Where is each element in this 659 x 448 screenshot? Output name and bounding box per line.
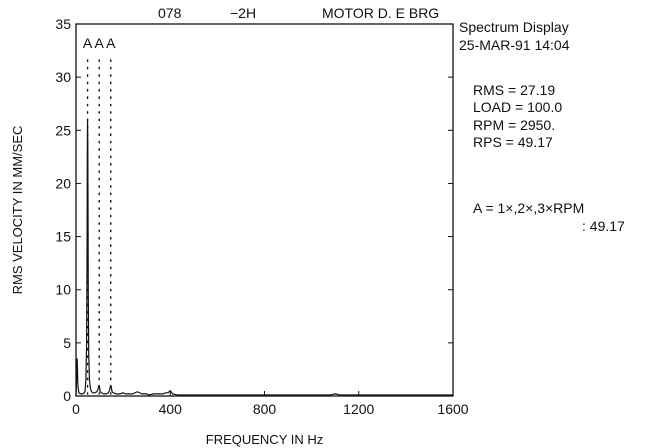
y-tick-label: 20 [55,175,71,191]
header-label: 078 [158,5,182,21]
x-tick-label: 400 [159,401,183,417]
header-label: −2H [230,5,256,21]
y-tick-label: 10 [55,282,71,298]
y-tick-label: 25 [55,122,71,138]
rpm-readout: RPM = 2950. [473,117,556,133]
y-tick-label: 0 [63,388,71,404]
x-tick-label: 1200 [343,401,374,417]
marker-label: A [94,35,104,51]
load-readout: LOAD = 100.0 [473,99,563,115]
display-datetime: 25-MAR-91 14:04 [459,37,570,53]
marker-frequency: : 49.17 [582,218,625,234]
x-tick-label: 0 [72,401,80,417]
series [75,119,453,397]
header-label: MOTOR D. E BRG [322,5,439,21]
ticks: 0 5 10 15 20 25 30 35 0 400 800 1200 1600 [55,16,468,417]
plot-frame [75,23,454,397]
x-tick-label: 800 [253,401,277,417]
rps-readout: RPS = 49.17 [473,134,553,150]
marker-label: A [83,35,93,51]
display-title: Spectrum Display [459,19,569,35]
y-tick-label: 30 [55,69,71,85]
marker-label: A [106,35,116,51]
y-tick-label: 5 [63,335,71,351]
axes [75,23,454,397]
y-tick-label: 15 [55,229,71,245]
x-tick-label: 1600 [437,401,468,417]
rms-readout: RMS = 27.19 [473,82,556,98]
chart-labels: 078 −2H MOTOR D. E BRG FREQUENCY IN Hz RMS V… [10,5,439,447]
marker-definition: A = 1×,2×,3×RPM [473,200,585,216]
x-axis-label: FREQUENCY IN Hz [206,432,324,447]
y-tick-label: 35 [55,16,71,32]
spectrum-line [75,119,453,397]
y-axis-label: RMS VELOCITY IN MM/SEC [10,126,25,295]
